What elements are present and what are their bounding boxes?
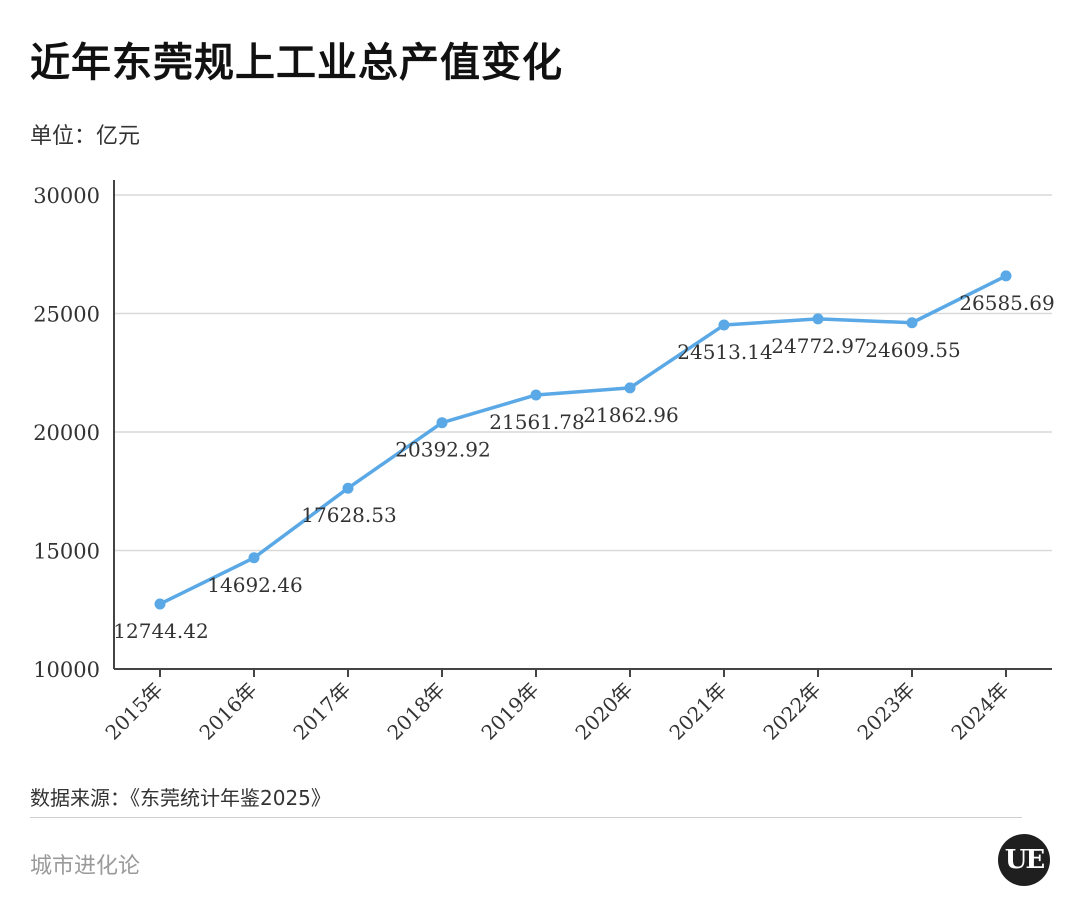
data-label: 26585.69 — [959, 291, 1054, 315]
x-tick-label: 2022年 — [758, 678, 825, 745]
footer-divider — [30, 817, 1022, 818]
brand-name: 城市进化论 — [30, 854, 141, 879]
data-label: 20392.92 — [395, 438, 490, 462]
data-point — [436, 417, 448, 429]
data-point — [1000, 270, 1012, 282]
series-line — [158, 274, 1008, 606]
brand-logo: UE — [998, 834, 1050, 886]
data-label: 24609.55 — [865, 338, 960, 362]
data-label: 24513.14 — [677, 340, 772, 364]
line-chart: 10000 15000 20000 25000 30000 2015年 2016年 2017年… — [33, 180, 1055, 745]
data-point — [812, 313, 824, 325]
x-tick-label: 2020年 — [570, 678, 637, 745]
x-tick-label: 2015年 — [100, 678, 167, 745]
data-label: 24772.97 — [771, 334, 866, 358]
data-label: 21561.78 — [489, 410, 584, 434]
x-tick-label: 2019年 — [476, 678, 543, 745]
x-tick-label: 2018年 — [382, 678, 449, 745]
data-point — [718, 319, 730, 331]
unit-label: 单位：亿元 — [30, 124, 141, 149]
data-label: 17628.53 — [301, 503, 396, 527]
data-point — [248, 552, 260, 564]
data-label: 14692.46 — [207, 573, 302, 597]
y-tick-label: 30000 — [33, 184, 100, 208]
data-label: 21862.96 — [583, 403, 678, 427]
data-point — [154, 598, 166, 610]
y-tick-label: 15000 — [33, 540, 100, 564]
x-tick-label: 2016年 — [194, 678, 261, 745]
data-point — [342, 482, 354, 494]
x-tick-label: 2024年 — [946, 678, 1013, 745]
data-point — [530, 389, 542, 401]
x-tick-label: 2021年 — [664, 678, 731, 745]
x-tick-label: 2023年 — [852, 678, 919, 745]
x-tick-label: 2017年 — [288, 678, 355, 745]
chart-title: 近年东莞规上工业总产值变化 — [30, 40, 563, 86]
data-label: 12744.42 — [113, 619, 208, 643]
source-note: 数据来源：《东莞统计年鉴2025》 — [30, 786, 331, 810]
y-tick-label: 25000 — [33, 303, 100, 327]
data-point — [624, 382, 636, 394]
data-point — [906, 317, 918, 329]
y-tick-label: 20000 — [33, 421, 100, 445]
y-tick-label: 10000 — [33, 658, 100, 682]
